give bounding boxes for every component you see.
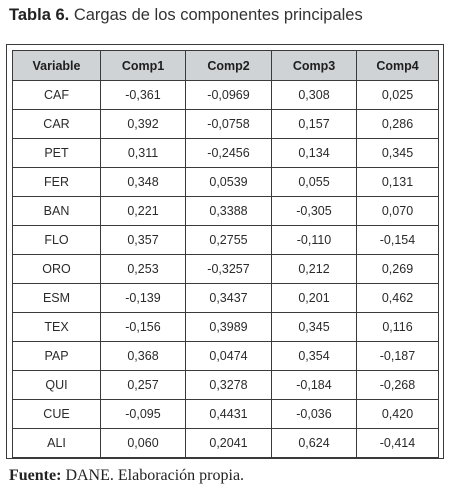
cell-comp2: 0,4431 [185,399,272,429]
cell-comp1: -0,095 [100,399,186,429]
cell-comp1: 0,348 [100,167,186,197]
cell-comp4: 0,070 [356,196,439,226]
cell-comp4: 0,025 [356,80,439,110]
cell-variable: QUI [12,370,101,400]
table-row: ALI 0,060 0,2041 0,624 -0,414 [12,428,439,458]
cell-comp3: 0,134 [271,138,357,168]
cell-comp1: -0,139 [100,283,186,313]
cell-variable: TEX [12,312,101,342]
table-row: FLO 0,357 0,2755 -0,110 -0,154 [12,225,439,255]
cell-comp2: -0,2456 [185,138,272,168]
cell-comp4: 0,345 [356,138,439,168]
cell-comp3: 0,157 [271,109,357,139]
cell-variable: ALI [12,428,101,458]
cell-comp3: -0,184 [271,370,357,400]
table-header: Variable Comp1 Comp2 Comp3 Comp4 [12,50,439,81]
cell-comp4: 0,131 [356,167,439,197]
source-note: Fuente: DANE. Elaboración propia. [9,466,244,486]
header-variable: Variable [12,50,101,81]
cell-comp3: -0,110 [271,225,357,255]
cell-variable: FLO [12,225,101,255]
cell-comp4: -0,154 [356,225,439,255]
cell-comp3: 0,308 [271,80,357,110]
header-row: Variable Comp1 Comp2 Comp3 Comp4 [12,50,439,81]
table-row: CAF -0,361 -0,0969 0,308 0,025 [12,80,439,110]
table-row: PET 0,311 -0,2456 0,134 0,345 [12,138,439,168]
cell-comp3: 0,201 [271,283,357,313]
header-comp2: Comp2 [185,50,272,81]
table-row: ESM -0,139 0,3437 0,201 0,462 [12,283,439,313]
cell-comp2: -0,0969 [185,80,272,110]
cell-comp3: 0,055 [271,167,357,197]
table-row: BAN 0,221 0,3388 -0,305 0,070 [12,196,439,226]
table-row: QUI 0,257 0,3278 -0,184 -0,268 [12,370,439,400]
cell-comp1: 0,253 [100,254,186,284]
cell-comp2: 0,3437 [185,283,272,313]
cell-comp4: -0,268 [356,370,439,400]
cell-comp2: -0,0758 [185,109,272,139]
cell-comp4: 0,462 [356,283,439,313]
cell-comp2: 0,3278 [185,370,272,400]
table-caption: Tabla 6. Cargas de los componentes princ… [9,5,363,25]
cell-comp3: -0,305 [271,196,357,226]
cell-variable: PAP [12,341,101,371]
table-row: CAR 0,392 -0,0758 0,157 0,286 [12,109,439,139]
cell-comp1: -0,361 [100,80,186,110]
cell-comp2: -0,3257 [185,254,272,284]
cell-comp1: -0,156 [100,312,186,342]
cell-variable: CAR [12,109,101,139]
cell-comp3: 0,212 [271,254,357,284]
table-row: CUE -0,095 0,4431 -0,036 0,420 [12,399,439,429]
cell-variable: CAF [12,80,101,110]
header-comp3: Comp3 [271,50,357,81]
table-row: ORO 0,253 -0,3257 0,212 0,269 [12,254,439,284]
cell-comp2: 0,3388 [185,196,272,226]
table-row: FER 0,348 0,0539 0,055 0,131 [12,167,439,197]
cell-variable: ORO [12,254,101,284]
table-row: TEX -0,156 0,3989 0,345 0,116 [12,312,439,342]
cell-variable: ESM [12,283,101,313]
cell-variable: FER [12,167,101,197]
cell-comp1: 0,060 [100,428,186,458]
cell-comp2: 0,2041 [185,428,272,458]
cell-comp4: 0,269 [356,254,439,284]
cell-comp1: 0,392 [100,109,186,139]
source-text: DANE. Elaboración propia. [65,467,245,484]
cell-comp4: -0,187 [356,341,439,371]
header-comp1: Comp1 [100,50,186,81]
cell-comp3: 0,354 [271,341,357,371]
table-number: Tabla 6. [9,6,70,24]
cell-comp1: 0,368 [100,341,186,371]
table-body: CAF -0,361 -0,0969 0,308 0,025 CAR 0,392 -0,075… [12,80,439,458]
cell-comp1: 0,257 [100,370,186,400]
cell-comp3: 0,345 [271,312,357,342]
cell-variable: CUE [12,399,101,429]
source-label: Fuente: [9,467,62,484]
cell-comp4: 0,116 [356,312,439,342]
cell-comp2: 0,0539 [185,167,272,197]
cell-variable: PET [12,138,101,168]
cell-comp1: 0,357 [100,225,186,255]
cell-comp2: 0,0474 [185,341,272,371]
table-row: PAP 0,368 0,0474 0,354 -0,187 [12,341,439,371]
header-comp4: Comp4 [356,50,439,81]
cell-comp2: 0,2755 [185,225,272,255]
cell-comp3: 0,624 [271,428,357,458]
loadings-table: Variable Comp1 Comp2 Comp3 Comp4 CAF -0,3… [12,50,439,458]
cell-variable: BAN [12,196,101,226]
cell-comp1: 0,311 [100,138,186,168]
cell-comp4: 0,286 [356,109,439,139]
cell-comp3: -0,036 [271,399,357,429]
table-frame: Variable Comp1 Comp2 Comp3 Comp4 CAF -0,3… [6,44,444,459]
cell-comp1: 0,221 [100,196,186,226]
table-title: Cargas de los componentes principales [73,6,363,24]
cell-comp4: 0,420 [356,399,439,429]
cell-comp2: 0,3989 [185,312,272,342]
cell-comp4: -0,414 [356,428,439,458]
